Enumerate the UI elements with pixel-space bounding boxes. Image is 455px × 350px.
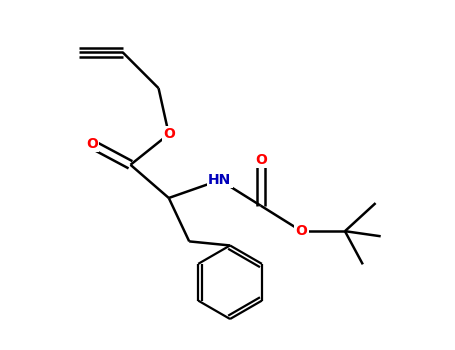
Text: HN: HN: [208, 173, 232, 187]
Text: O: O: [86, 137, 98, 151]
Text: O: O: [255, 153, 267, 167]
Text: O: O: [163, 127, 175, 141]
Text: O: O: [296, 224, 308, 238]
